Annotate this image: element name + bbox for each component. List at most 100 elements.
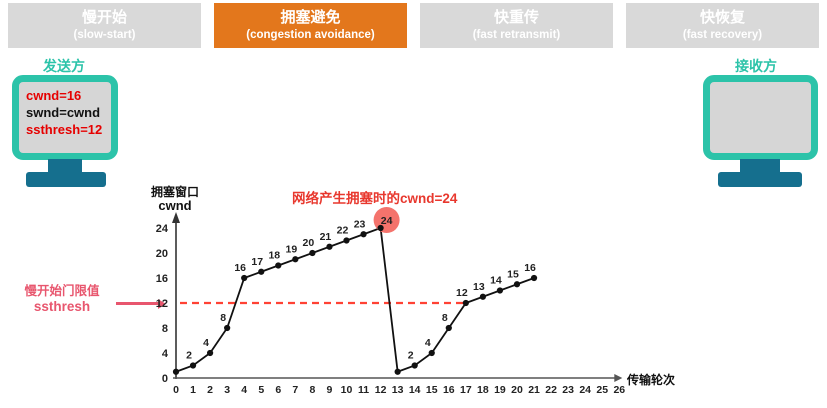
tab-fast-recovery[interactable]: 快恢复 (fast recovery) — [626, 3, 819, 48]
y-tick-label: 0 — [162, 373, 168, 385]
x-tick-label: 6 — [275, 384, 281, 396]
x-tick-label: 0 — [173, 384, 179, 396]
x-tick-label: 26 — [613, 384, 625, 396]
x-tick-label: 13 — [392, 384, 404, 396]
x-tick-label: 24 — [579, 384, 591, 396]
x-tick-label: 14 — [409, 384, 421, 396]
receiver-monitor-stand-base — [718, 172, 802, 187]
data-point — [241, 274, 248, 282]
data-point — [343, 237, 350, 244]
ssthresh-label: 慢开始门限值 ssthresh — [6, 284, 118, 315]
ssthresh-label-line1: 慢开始门限值 — [24, 284, 100, 298]
data-point-label: 12 — [456, 287, 468, 299]
receiver-monitor-icon — [703, 75, 818, 160]
y-tick-label: 12 — [156, 298, 168, 310]
tab-subtitle: (fast retransmit) — [472, 28, 561, 41]
tab-title: 拥塞避免 — [280, 8, 341, 26]
x-tick-label: 21 — [528, 384, 540, 396]
data-point — [224, 324, 231, 332]
data-point-label: 22 — [337, 225, 349, 237]
data-point-label: 4 — [425, 337, 431, 349]
x-tick-label: 10 — [341, 384, 353, 396]
tab-subtitle: (slow-start) — [73, 28, 136, 41]
data-point-label: 16 — [234, 262, 246, 274]
receiver-label: 接收方 — [735, 58, 777, 74]
x-tick-label: 7 — [292, 384, 298, 396]
data-point-label: 23 — [354, 218, 366, 230]
data-point — [275, 262, 282, 269]
tab-congestion-avoidance[interactable]: 拥塞避免 (congestion avoidance) — [214, 3, 407, 48]
y-tick-label: 16 — [156, 273, 168, 285]
data-point — [292, 256, 299, 263]
x-tick-label: 19 — [494, 384, 506, 396]
data-point — [189, 362, 197, 369]
x-tick-label: 12 — [375, 384, 387, 396]
y-axis-title-line2: cwnd — [158, 198, 192, 214]
data-point-label: 4 — [203, 337, 209, 349]
x-tick-label: 5 — [258, 384, 264, 396]
x-tick-label: 20 — [511, 384, 523, 396]
data-point — [479, 293, 486, 300]
data-point — [445, 324, 452, 332]
data-point — [411, 362, 418, 369]
data-point-label: 8 — [442, 312, 448, 324]
x-tick-label: 11 — [358, 384, 369, 396]
tab-subtitle: (congestion avoidance) — [246, 28, 375, 41]
data-point — [309, 249, 316, 257]
data-point-label: 14 — [490, 275, 502, 287]
congestion-annotation: 网络产生拥塞时的cwnd=24 — [292, 191, 458, 206]
x-tick-label: 8 — [309, 384, 315, 396]
x-tick-label: 1 — [190, 384, 196, 396]
sender-monitor-stand-neck — [48, 159, 82, 173]
data-point — [513, 281, 521, 288]
data-point — [496, 287, 504, 294]
x-tick-label: 16 — [443, 384, 455, 396]
x-axis-arrow-icon — [614, 374, 623, 382]
series-line — [175, 226, 535, 373]
x-tick-label: 17 — [460, 384, 472, 396]
x-tick-label: 4 — [241, 384, 247, 396]
y-tick-label: 20 — [156, 248, 168, 260]
data-point — [172, 368, 180, 375]
data-point-label: 21 — [320, 231, 332, 243]
x-tick-label: 3 — [224, 384, 230, 396]
sender-swnd-value: swnd=cwnd — [26, 105, 101, 120]
x-tick-label: 2 — [207, 384, 213, 396]
data-point-label: 17 — [251, 256, 263, 268]
data-point — [428, 349, 435, 357]
x-axis-title: 传输轮次 — [627, 373, 676, 387]
data-point — [326, 243, 333, 250]
sender-monitor-icon: cwnd=16 swnd=cwnd ssthresh=12 — [12, 75, 118, 160]
x-tick-label: 23 — [562, 384, 574, 396]
data-point-label: 19 — [286, 243, 298, 255]
data-point-label: 18 — [268, 250, 280, 262]
ssthresh-label-line2: ssthresh — [33, 299, 91, 314]
tab-title: 快重传 — [493, 8, 539, 26]
x-tick-label: 22 — [545, 384, 557, 396]
data-point-label: 15 — [507, 268, 519, 280]
data-point — [258, 268, 265, 275]
data-point — [360, 231, 367, 238]
data-point — [462, 299, 469, 307]
data-point-label: 16 — [524, 262, 536, 274]
y-axis-title: 拥塞窗口 cwnd — [146, 185, 204, 214]
y-axis-title-line1: 拥塞窗口 — [150, 185, 199, 199]
y-tick-label: 4 — [162, 348, 169, 360]
phase-tabs: 慢开始 (slow-start) 拥塞避免 (congestion avoida… — [8, 3, 819, 48]
ssthresh-arrow-icon — [116, 298, 166, 309]
data-point-label: 2 — [186, 350, 192, 362]
data-point-label: 13 — [473, 281, 485, 293]
x-tick-label: 18 — [477, 384, 489, 396]
data-point — [207, 349, 214, 357]
sender-cwnd-value: cwnd=16 — [26, 88, 82, 103]
data-point-label: 2 — [408, 350, 414, 362]
sender-ssthresh-value: ssthresh=12 — [26, 122, 103, 137]
x-tick-label: 25 — [596, 384, 608, 396]
tab-slow-start[interactable]: 慢开始 (slow-start) — [8, 3, 201, 48]
receiver-monitor-stand-neck — [740, 159, 780, 173]
tab-title: 慢开始 — [81, 8, 127, 26]
tab-fast-retransmit[interactable]: 快重传 (fast retransmit) — [420, 3, 613, 48]
tab-subtitle: (fast recovery) — [682, 28, 763, 41]
congestion-value: 24 — [381, 215, 393, 227]
